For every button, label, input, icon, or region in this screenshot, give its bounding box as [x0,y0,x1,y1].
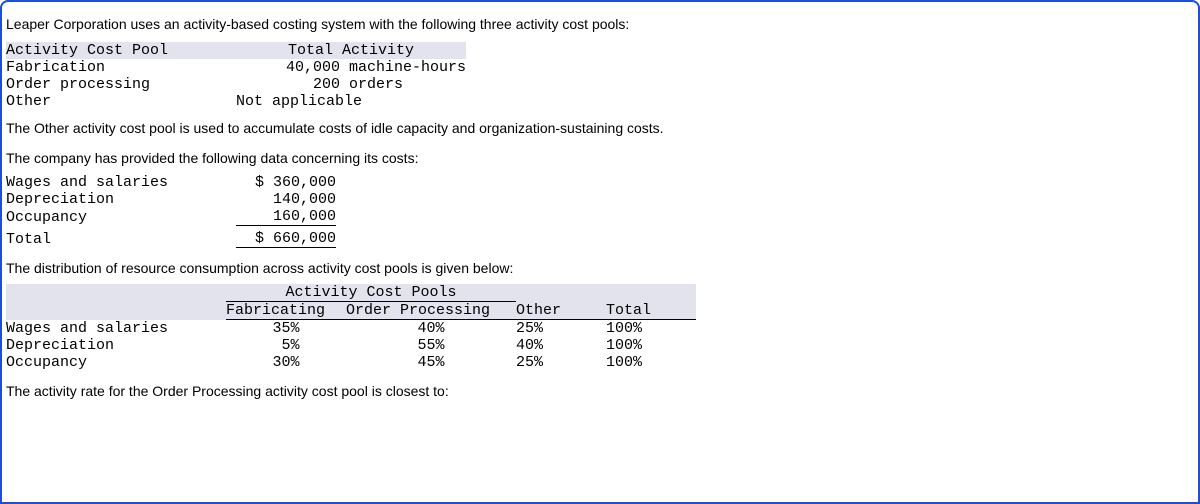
cell: 25% [516,320,606,337]
cell: 40% [516,337,606,354]
table-row: Wages and salaries $ 360,000 [6,174,336,191]
distribution-table: Activity Cost Pools Fabricating Order Pr… [6,284,696,371]
table-header-row: Activity Cost Pool Total Activity [6,42,466,59]
cost-label: Wages and salaries [6,174,236,191]
para-other-pool: The Other activity cost pool is used to … [6,120,1194,136]
cell: 35% [226,320,346,337]
cost-value: 140,000 [236,191,336,208]
cell-pool: Other [6,93,236,110]
table-row: Occupancy 30% 45% 25% 100% [6,354,696,371]
cell: 45% [346,354,516,371]
col-header-activity: Total Activity [236,42,466,59]
col-header-total: Total [606,302,696,320]
costs-table: Wages and salaries $ 360,000 Depreciatio… [6,174,336,248]
cell-activity: 200 orders [236,76,466,93]
para-distribution: The distribution of resource consumption… [6,260,1194,276]
table-row-total: Total $ 660,000 [6,226,336,248]
cell-pool: Fabrication [6,59,236,76]
table-row: Depreciation 140,000 [6,191,336,208]
para-costs-intro: The company has provided the following d… [6,150,1194,166]
cost-label: Depreciation [6,191,236,208]
activity-pool-table: Activity Cost Pool Total Activity Fabric… [6,42,466,110]
table-row: Occupancy 160,000 [6,208,336,226]
cell-pool: Order processing [6,76,236,93]
cost-label: Occupancy [6,208,236,226]
cost-total-label: Total [6,226,236,248]
blank-cell [606,284,696,302]
table-subheader-row: Fabricating Order Processing Other Total [6,302,696,320]
col-header-other: Other [516,302,606,320]
blank-cell [6,284,226,302]
col-header-pool: Activity Cost Pool [6,42,236,59]
cell: 30% [226,354,346,371]
row-label: Wages and salaries [6,320,226,337]
table-row: Wages and salaries 35% 40% 25% 100% [6,320,696,337]
blank-cell [516,284,606,302]
cost-total-value: $ 660,000 [236,226,336,248]
col-header-fabricating: Fabricating [226,302,346,320]
cell-activity: 40,000 machine-hours [236,59,466,76]
cell: 100% [606,337,696,354]
table-row: Order processing 200 orders [6,76,466,93]
col-header-order-processing: Order Processing [346,302,516,320]
group-header: Activity Cost Pools [226,284,516,302]
cost-value: 160,000 [236,208,336,226]
cell: 5% [226,337,346,354]
table-row: Depreciation 5% 55% 40% 100% [6,337,696,354]
table-row: Fabrication 40,000 machine-hours [6,59,466,76]
cell: 100% [606,354,696,371]
cell: 55% [346,337,516,354]
row-label: Occupancy [6,354,226,371]
table-row: Other Not applicable [6,93,466,110]
question-frame: Leaper Corporation uses an activity-base… [0,0,1200,504]
cell: 100% [606,320,696,337]
cell: 40% [346,320,516,337]
cell-activity: Not applicable [236,93,466,110]
cell: 25% [516,354,606,371]
blank-cell [6,302,226,320]
row-label: Depreciation [6,337,226,354]
question-text: The activity rate for the Order Processi… [6,383,1194,399]
cost-value: $ 360,000 [236,174,336,191]
intro-text: Leaper Corporation uses an activity-base… [6,16,1194,32]
table-header-row: Activity Cost Pools [6,284,696,302]
